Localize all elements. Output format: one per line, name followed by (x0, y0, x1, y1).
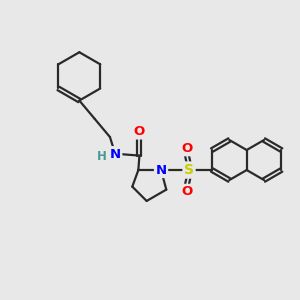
Text: N: N (110, 148, 121, 160)
Text: O: O (134, 125, 145, 138)
Text: H: H (98, 150, 107, 163)
Text: O: O (181, 142, 192, 155)
Text: S: S (184, 163, 194, 177)
Text: O: O (181, 185, 192, 198)
Text: N: N (155, 164, 167, 176)
